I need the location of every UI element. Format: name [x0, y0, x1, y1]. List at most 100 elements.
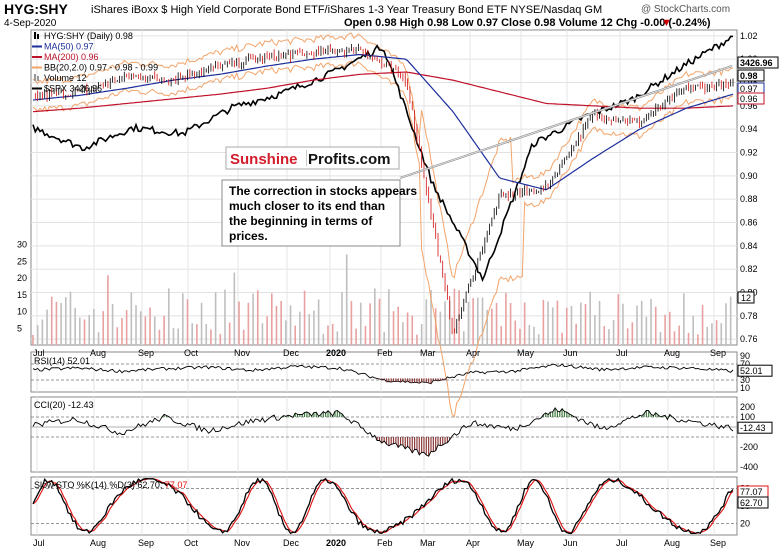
volume-bar: [720, 323, 723, 345]
volume-bar: [580, 302, 582, 345]
volume-bar: [420, 324, 423, 345]
volume-bar: [275, 305, 278, 345]
x-tick-label: Dec: [283, 538, 300, 548]
volume-bar: [322, 333, 325, 345]
y-tick-label: 0.84: [740, 241, 758, 251]
volume-bar: [477, 297, 479, 345]
volume-bar: [219, 333, 222, 345]
trend-line-highlight: [399, 65, 733, 179]
legend-item: MA(50) 0.97: [44, 42, 94, 52]
x-tick-label: Apr: [466, 348, 480, 358]
volume-bar: [561, 332, 563, 345]
volume-bar: [317, 299, 320, 345]
volume-bar: [116, 327, 119, 345]
volume-bar: [725, 303, 727, 345]
volume-bar: [701, 304, 704, 345]
value-tag-label: 0.98: [740, 71, 758, 81]
volume-bar: [191, 323, 193, 345]
y-tick-label: 0.88: [740, 194, 758, 204]
volume-bar: [88, 314, 90, 345]
y-tick-label: 0.92: [740, 148, 758, 158]
annotation-text: the beginning in terms of: [229, 214, 373, 228]
volume-bar: [715, 320, 718, 345]
volume-bar: [313, 310, 315, 345]
volume-tick-label: 15: [17, 290, 27, 300]
annotation-box: [221, 179, 401, 247]
volume-bar: [636, 305, 638, 345]
volume-bar: [158, 329, 161, 345]
volume-bar: [678, 325, 680, 345]
volume-bar: [406, 312, 409, 345]
volume-bar: [359, 302, 362, 345]
volume-tick-label: 20: [17, 273, 27, 283]
rsi-title: RSI(14) 52.01: [34, 356, 90, 366]
x-tick-label: Nov: [234, 348, 251, 358]
volume-bar: [280, 301, 282, 345]
volume-bar: [121, 317, 123, 345]
volume-bar: [537, 334, 540, 345]
volume-bar: [345, 254, 348, 345]
legend-item: MA(200) 0.96: [44, 52, 99, 62]
volume-bar: [519, 328, 521, 345]
value-tag-label: 3426.96: [740, 58, 773, 68]
volume-bar: [687, 332, 690, 345]
volume-bar: [107, 275, 109, 345]
x-tick-label: May: [517, 348, 535, 358]
volume-bar: [228, 322, 231, 345]
volume-tick-label: 25: [17, 256, 27, 266]
volume-bar: [514, 320, 517, 345]
volume-bar: [224, 289, 226, 345]
rsi-tick-label: 30: [740, 375, 750, 385]
cci-tick-label: -200: [740, 442, 758, 452]
change-arrow: ▼: [661, 17, 672, 29]
x-tick-label: 2020: [326, 538, 346, 548]
volume-bar: [397, 306, 400, 345]
volume-bar: [411, 315, 414, 345]
x-tick-label: Nov: [234, 538, 251, 548]
x-tick-label: Jul: [616, 538, 628, 548]
volume-bar: [551, 307, 554, 345]
volume-bar: [505, 292, 507, 345]
volume-bar: [617, 294, 620, 345]
volume-bar: [640, 300, 643, 345]
volume-bar: [444, 301, 446, 345]
annotation-text: The correction in stocks appears: [229, 184, 417, 198]
rsi-value-tag: [737, 364, 773, 377]
cci-tick-label: 200: [740, 402, 755, 412]
volume-bar: [252, 293, 254, 345]
volume-bar: [729, 296, 732, 345]
y-tick-label: 0.76: [740, 334, 758, 344]
volume-bar: [205, 323, 208, 345]
value-tag: [737, 92, 765, 105]
watermark-box: [225, 146, 400, 170]
volume-bar: [509, 303, 512, 345]
volume-bar: [388, 289, 390, 345]
x-tick-label: Oct: [184, 538, 199, 548]
volume-bar: [434, 308, 437, 345]
volume-bar: [74, 307, 76, 345]
volume-bar: [453, 288, 456, 345]
volume-bar: [547, 301, 549, 345]
volume-bar: [364, 325, 367, 345]
volume-bar: [111, 303, 114, 345]
volume-bar: [608, 329, 610, 345]
volume-bar: [214, 292, 217, 345]
x-tick-label: Sep: [710, 348, 726, 358]
volume-bar: [167, 288, 170, 345]
volume-bar: [247, 302, 250, 345]
volume-bar: [589, 291, 591, 345]
volume-bar: [402, 322, 404, 345]
value-tag-label: 0.97: [740, 84, 758, 94]
stockcharts-credit: @ StockCharts.com: [641, 4, 731, 15]
volume-bar: [622, 303, 624, 345]
volume-bar: [528, 325, 531, 345]
watermark-divider: [306, 150, 307, 166]
volume-bar: [177, 328, 179, 345]
y-tick-label: 0.94: [740, 124, 758, 134]
x-tick-label: Apr: [466, 538, 480, 548]
x-tick-label: Feb: [377, 538, 393, 548]
volume-bar: [79, 317, 81, 345]
volume-bar: [462, 331, 465, 345]
sto-value-tag-label: 62.70: [740, 498, 763, 508]
ticker-symbol: HYG:SHY: [4, 1, 68, 17]
